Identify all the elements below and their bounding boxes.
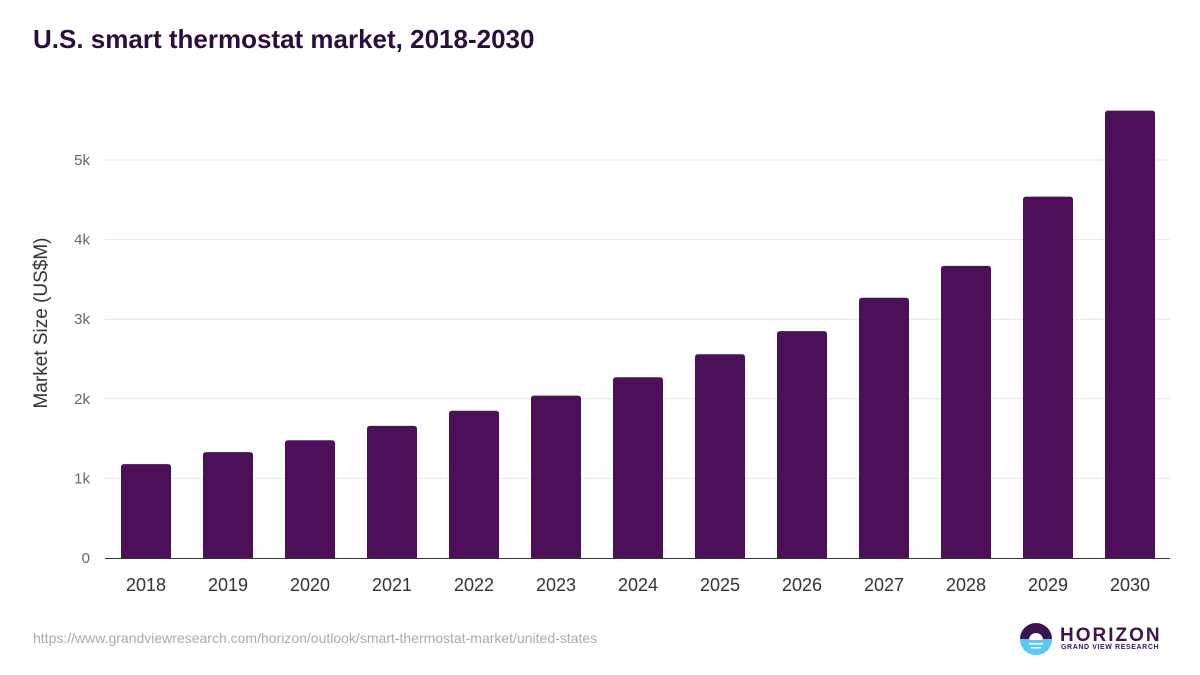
x-tick-label: 2020 — [290, 575, 330, 595]
bar-2029 — [1023, 196, 1073, 558]
y-tick-label: 3k — [74, 311, 90, 328]
x-tick-label: 2019 — [208, 575, 248, 595]
bar-2020 — [285, 440, 335, 558]
bar-2030 — [1105, 110, 1155, 558]
logo-subtitle: GRAND VIEW RESEARCH — [1061, 644, 1160, 651]
bar-2022 — [449, 410, 499, 558]
x-tick-label: 2023 — [536, 575, 576, 595]
bar-2024 — [613, 377, 663, 558]
bar-2025 — [695, 354, 745, 558]
logo-name: HORIZON — [1060, 625, 1162, 646]
y-tick-label: 0 — [82, 550, 90, 567]
x-tick-label: 2027 — [864, 575, 904, 595]
x-tick-label: 2022 — [454, 575, 494, 595]
x-tick-label: 2025 — [700, 575, 740, 595]
source-link[interactable]: https://www.grandviewresearch.com/horizo… — [33, 630, 598, 646]
y-axis-label: Market Size (US$M) — [31, 237, 52, 408]
x-tick-label: 2018 — [126, 575, 166, 595]
x-tick-label: 2028 — [946, 575, 986, 595]
y-tick-label: 4k — [74, 232, 90, 249]
bar-2018 — [121, 464, 171, 558]
bar-2023 — [531, 395, 581, 558]
bar-2028 — [941, 265, 991, 558]
bar-2027 — [859, 297, 909, 558]
bar-2021 — [367, 425, 417, 558]
x-tick-label: 2024 — [618, 575, 658, 595]
bar-2026 — [777, 331, 827, 558]
bar-2019 — [203, 452, 253, 558]
y-tick-label: 2k — [74, 391, 90, 408]
chart-title: U.S. smart thermostat market, 2018-2030 — [33, 24, 535, 54]
y-tick-label: 1k — [74, 470, 90, 487]
x-tick-label: 2029 — [1028, 575, 1068, 595]
x-tick-label: 2030 — [1110, 575, 1150, 595]
x-tick-label: 2026 — [782, 575, 822, 595]
x-tick-label: 2021 — [372, 575, 412, 595]
y-tick-label: 5k — [74, 152, 90, 169]
